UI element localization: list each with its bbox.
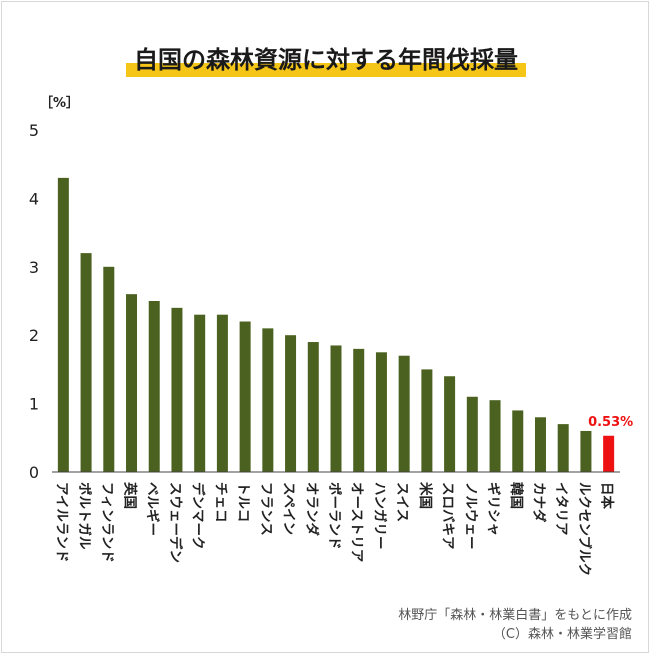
title-wrapper: 自国の森林資源に対する年間伐採量 [0,40,652,77]
x-tick-label-21: カナダ [530,482,547,523]
bar-22 [557,424,569,472]
bar-15 [398,355,410,472]
y-tick-label-4: 4 [29,189,39,208]
bar-4 [148,301,160,472]
bar-7 [216,314,228,472]
source-line-2: （C）森林・林業学習館 [492,627,632,642]
annotation-label: 0.53% [588,415,633,430]
bar-10 [285,335,297,472]
bar-2 [103,266,115,472]
bar-16 [421,369,433,472]
x-tick-label-17: スロバキア [440,482,456,550]
bar-5 [171,307,183,472]
source-line-1: 林野庁「森林・林業白書」をもとに作成 [398,608,632,623]
x-tick-label-11: オランダ [303,482,320,536]
x-tick-label-4: ベルギー [144,482,160,536]
chart-title: 自国の森林資源に対する年間伐採量 [126,40,526,77]
x-tick-label-0: アイルランド [53,482,69,562]
x-tick-label-22: イタリア [553,482,569,535]
x-tick-label-5: スウェーデン [167,482,184,563]
bar-19 [489,400,501,472]
x-tick-label-16: 米国 [417,482,434,509]
bar-0 [57,177,69,472]
bar-8 [239,321,251,472]
x-tick-label-8: トルコ [235,482,251,522]
bar-17 [444,376,456,472]
bar-21 [534,417,546,472]
y-tick-label-0: 0 [29,463,39,482]
y-axis-unit-label: ［%］ [40,96,80,111]
x-tick-label-12: ポーランド [326,482,343,550]
x-tick-label-2: フィンランド [99,482,115,563]
x-tick-label-7: チェコ [212,482,228,523]
y-tick-label-5: 5 [29,121,39,140]
source-credit: 林野庁「森林・林業白書」をもとに作成 （C）森林・林業学習館 [398,606,632,644]
bar-24 [603,435,615,472]
x-tick-label-1: ポルトガル [76,482,93,550]
y-tick-label-3: 3 [29,258,39,277]
bar-20 [512,410,524,472]
x-tick-label-6: デンマーク [190,482,207,550]
x-tick-label-20: 韓国 [508,482,525,509]
bar-18 [466,396,478,472]
bar-6 [194,314,206,472]
bar-23 [580,430,592,472]
x-tick-label-3: 英国 [122,481,139,509]
x-tick-label-19: ギリシャ [485,482,501,536]
x-tick-label-9: フランス [258,482,274,536]
bar-13 [353,348,365,472]
y-tick-label-2: 2 [29,326,39,345]
x-tick-label-15: スイス [394,482,410,522]
bar-12 [330,345,342,472]
x-tick-label-14: ハンガリー [371,482,387,550]
x-tick-label-10: スペイン [281,482,297,535]
x-tick-label-24: 日本 [599,482,616,509]
x-tick-label-18: ノルウェー [462,482,478,550]
bar-9 [262,328,274,472]
bar-14 [375,352,387,472]
y-tick-label-1: 1 [29,395,39,414]
bar-11 [307,342,319,472]
x-tick-label-23: ルクセンブルク [576,482,593,576]
bar-3 [126,294,138,472]
x-tick-label-13: オーストリア [349,482,365,562]
bar-1 [80,253,92,472]
